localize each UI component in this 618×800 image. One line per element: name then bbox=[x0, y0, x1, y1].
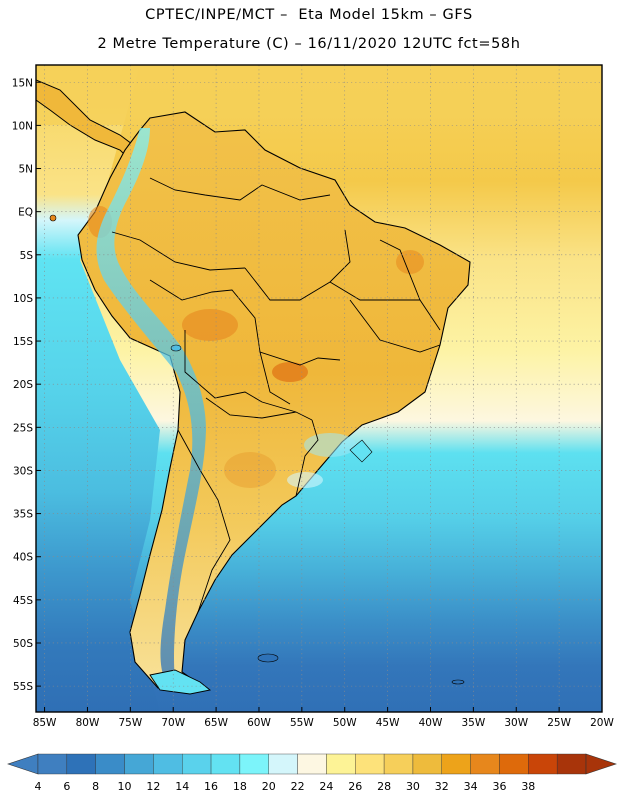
lake-titicaca bbox=[170, 344, 182, 352]
lon-label-40w: 40W bbox=[419, 717, 443, 729]
colorbar-swatch bbox=[124, 753, 154, 775]
colorbar-swatch bbox=[499, 753, 529, 775]
colorbar: 4 6 8 10 12 14 16 18 20 22 24 26 28 30 32 34 36 38 bbox=[7, 753, 617, 793]
colorbar-tick-label: 36 bbox=[492, 780, 506, 793]
colorbar-swatch bbox=[153, 753, 183, 775]
lat-label-20s: 20S bbox=[13, 379, 33, 391]
colorbar-swatch bbox=[66, 753, 96, 775]
lon-label-60w: 60W bbox=[247, 717, 271, 729]
latitude-ticks: 15N 10N 5N EQ 5S 10S 15S 20S 25S 30S 35S 40S 45S 50S 5… bbox=[12, 77, 41, 693]
colorbar-swatch bbox=[556, 753, 587, 775]
colorbar-swatch bbox=[95, 753, 125, 775]
lon-label-65w: 65W bbox=[204, 717, 228, 729]
lon-label-20w: 20W bbox=[590, 717, 614, 729]
colorbar-tick-label: 38 bbox=[521, 780, 535, 793]
lat-label-40s: 40S bbox=[13, 552, 33, 564]
lon-label-85w: 85W bbox=[33, 717, 57, 729]
colorbar-swatch bbox=[297, 753, 327, 775]
colorbar-swatch bbox=[470, 753, 500, 775]
andes-cool-band bbox=[96, 128, 206, 680]
longitude-ticks: 85W 80W 75W 70W 65W 60W 55W 50W 45W 40W 35W 30W 25W 2… bbox=[33, 707, 614, 729]
lon-label-35w: 35W bbox=[461, 717, 485, 729]
lon-label-45w: 45W bbox=[376, 717, 400, 729]
lat-label-45s: 45S bbox=[13, 595, 33, 607]
title-line-2: 2 Metre Temperature (C) – 16/11/2020 12U… bbox=[97, 36, 521, 52]
graticule bbox=[36, 65, 602, 712]
colorbar-tick-label: 28 bbox=[377, 780, 391, 793]
colorbar-tick-label: 24 bbox=[319, 780, 333, 793]
colorbar-swatch bbox=[412, 753, 442, 775]
pacific-ocean bbox=[36, 65, 160, 712]
hotspot-bolivia bbox=[182, 309, 238, 341]
lat-label-50s: 50S bbox=[13, 638, 33, 650]
colorbar-swatch bbox=[441, 753, 471, 775]
colorbar-swatch bbox=[355, 753, 385, 775]
colorbar-swatch bbox=[182, 753, 212, 775]
lat-label-5s: 5S bbox=[20, 250, 34, 262]
colorbar-tick-label: 18 bbox=[233, 780, 247, 793]
colorbar-tick-label: 6 bbox=[63, 780, 70, 793]
tierra-del-fuego bbox=[149, 669, 212, 695]
cool-south-brazil bbox=[304, 433, 356, 457]
colorbar-tick-label: 32 bbox=[435, 780, 449, 793]
lon-label-25w: 25W bbox=[547, 717, 571, 729]
lat-label-30s: 30S bbox=[13, 465, 33, 477]
lon-label-75w: 75W bbox=[118, 717, 142, 729]
colorbar-tick-label: 30 bbox=[406, 780, 420, 793]
lon-label-30w: 30W bbox=[504, 717, 528, 729]
colorbar-over-arrow bbox=[585, 753, 617, 775]
lon-label-80w: 80W bbox=[76, 717, 100, 729]
colorbar-tick-label: 26 bbox=[348, 780, 362, 793]
colorbar-tick-label: 22 bbox=[291, 780, 305, 793]
colorbar-swatch bbox=[239, 753, 269, 775]
lon-label-55w: 55W bbox=[290, 717, 314, 729]
lat-label-55s: 55S bbox=[13, 681, 33, 693]
hotspot-northeast bbox=[396, 250, 424, 274]
lat-label-15n: 15N bbox=[12, 77, 33, 89]
colorbar-under-arrow bbox=[7, 753, 39, 775]
colorbar-swatch bbox=[383, 753, 414, 775]
south-georgia bbox=[451, 679, 465, 685]
lat-label-5n: 5N bbox=[18, 164, 33, 176]
lon-label-50w: 50W bbox=[333, 717, 357, 729]
hotspot-argentina bbox=[224, 452, 276, 488]
colorbar-tick-label: 8 bbox=[92, 780, 99, 793]
hotspot-pantanal bbox=[272, 362, 308, 382]
colorbar-swatch bbox=[528, 753, 558, 775]
lagoa-dos-patos bbox=[349, 439, 373, 463]
falkland-islands bbox=[257, 653, 279, 663]
map-frame bbox=[35, 64, 603, 713]
colorbar-tick-label: 12 bbox=[146, 780, 160, 793]
colorbar-swatch bbox=[37, 753, 68, 775]
colorbar-tick-label: 34 bbox=[464, 780, 478, 793]
lat-label-15s: 15S bbox=[13, 336, 33, 348]
colorbar-swatch bbox=[326, 753, 356, 775]
colorbar-tick-label: 10 bbox=[118, 780, 132, 793]
lat-label-35s: 35S bbox=[13, 509, 33, 521]
colorbar-tick-label: 14 bbox=[175, 780, 189, 793]
colorbar-swatch bbox=[268, 753, 298, 775]
colorbar-swatch bbox=[210, 753, 241, 775]
title-line-1: CPTEC/INPE/MCT – Eta Model 15km – GFS bbox=[145, 7, 473, 23]
colorbar-tick-label: 20 bbox=[262, 780, 276, 793]
colorbar-tick-label: 4 bbox=[35, 780, 42, 793]
lat-label-eq: EQ bbox=[18, 207, 33, 219]
lat-label-10n: 10N bbox=[12, 120, 33, 132]
plot-area bbox=[36, 65, 602, 712]
lat-label-25s: 25S bbox=[13, 422, 33, 434]
cool-uruguay bbox=[287, 472, 323, 488]
galapagos-islands bbox=[49, 214, 57, 222]
lat-label-10s: 10S bbox=[13, 293, 33, 305]
country-borders bbox=[111, 177, 441, 613]
caribbean-zone bbox=[36, 65, 602, 125]
lon-label-70w: 70W bbox=[161, 717, 185, 729]
colorbar-tick-label: 16 bbox=[204, 780, 218, 793]
